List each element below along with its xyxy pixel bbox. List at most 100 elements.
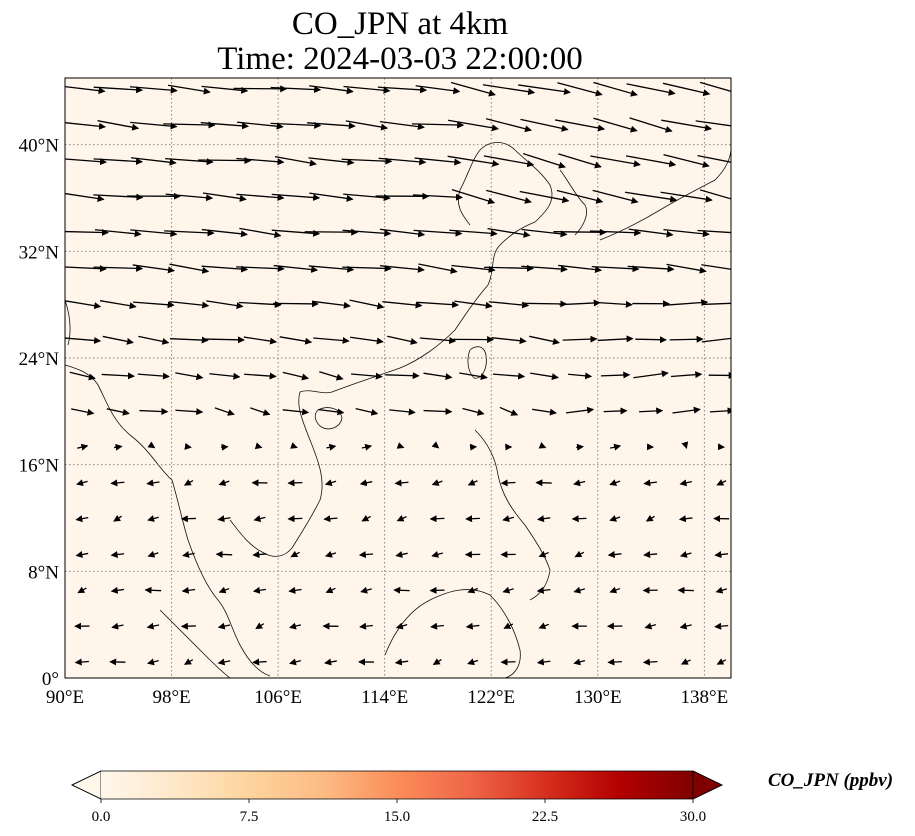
- lat-tick-label: 24°N: [19, 349, 60, 370]
- wind-arrow: [714, 551, 729, 559]
- wind-arrow: [182, 551, 195, 558]
- wind-arrow: [431, 441, 440, 449]
- wind-arrow: [65, 158, 107, 166]
- wind-arrow: [609, 586, 621, 594]
- gridlines: [65, 78, 731, 678]
- wind-arrow: [451, 188, 496, 205]
- wind-arrow: [459, 372, 488, 381]
- wind-arrow: [411, 121, 465, 129]
- wind-arrow: [324, 550, 337, 558]
- lon-tick-label: 138°E: [681, 687, 729, 708]
- wind-arrow: [93, 157, 144, 165]
- wind-arrow: [624, 191, 678, 203]
- coastline-indochina: [229, 390, 333, 557]
- wind-arrow: [681, 441, 689, 450]
- wind-arrow: [165, 193, 214, 202]
- wind-arrow: [562, 335, 598, 343]
- wind-arrow: [345, 120, 389, 131]
- wind-arrow: [146, 622, 160, 630]
- wind-arrow: [237, 121, 284, 130]
- chart-title-line2: Time: 2024-03-03 22:00:00: [217, 41, 583, 77]
- wind-arrow: [319, 371, 344, 381]
- wind-arrow: [429, 515, 445, 523]
- wind-arrow: [309, 85, 354, 95]
- wind-arrow: [697, 229, 731, 234]
- wind-vectors: [65, 81, 731, 666]
- wind-arrow: [395, 551, 408, 558]
- wind-arrow: [359, 622, 373, 630]
- wind-arrow: [325, 586, 336, 594]
- wind-arrow: [282, 408, 310, 416]
- wind-arrow: [75, 551, 89, 558]
- wind-arrow: [184, 658, 194, 665]
- colorbar-label: CO_JPN (ppbv): [768, 770, 894, 791]
- wind-arrow: [309, 192, 354, 202]
- wind-arrow: [200, 122, 250, 130]
- wind-arrow: [502, 515, 515, 522]
- wind-arrow: [701, 302, 731, 306]
- wind-arrow: [566, 406, 595, 414]
- wind-arrow: [574, 550, 585, 558]
- wind-arrow: [678, 515, 693, 523]
- wind-arrow: [625, 155, 677, 168]
- chart-title-line1: CO_JPN at 4km: [291, 6, 509, 42]
- wind-arrow: [147, 550, 159, 558]
- wind-arrow: [635, 336, 667, 344]
- wind-arrow: [536, 658, 551, 666]
- wind-arrow: [169, 263, 210, 274]
- coastline-philippines: [474, 429, 551, 601]
- wind-arrow: [164, 229, 215, 237]
- wind-arrow: [643, 551, 658, 559]
- wind-arrow: [462, 407, 485, 416]
- wind-arrow: [660, 191, 713, 203]
- wind-arrow: [593, 117, 638, 133]
- wind-arrow: [465, 622, 480, 630]
- wind-arrow: [255, 622, 265, 630]
- wind-arrow: [503, 622, 514, 629]
- wind-arrow: [465, 515, 480, 523]
- wind-arrow: [217, 515, 231, 523]
- wind-arrow: [701, 337, 731, 343]
- wind-arrow: [65, 122, 107, 130]
- wind-arrow: [679, 622, 692, 630]
- wind-arrow: [593, 81, 638, 97]
- wind-arrow: [413, 229, 463, 237]
- wind-arrow: [349, 336, 384, 345]
- wind-arrow: [65, 300, 102, 310]
- wind-arrow: [592, 189, 639, 204]
- wind-arrow: [202, 192, 247, 202]
- wind-arrow: [361, 514, 371, 522]
- wind-arrow: [252, 658, 267, 666]
- wind-arrow: [361, 443, 373, 451]
- wind-arrow: [538, 442, 547, 449]
- wind-arrow: [603, 407, 628, 415]
- wind-arrow: [385, 372, 420, 380]
- wind-arrow: [282, 371, 309, 381]
- wind-arrow: [163, 121, 216, 129]
- wind-arrow: [662, 82, 711, 97]
- wind-arrow: [609, 443, 622, 451]
- wind-arrow: [536, 586, 551, 594]
- lon-tick-label: 98°E: [152, 687, 190, 708]
- wind-arrow: [557, 82, 603, 97]
- wind-arrow: [138, 335, 170, 345]
- wind-arrow: [308, 157, 355, 166]
- wind-arrow: [521, 228, 568, 238]
- wind-arrow: [209, 372, 241, 380]
- wind-arrow: [701, 264, 731, 270]
- wind-arrow: [146, 479, 160, 487]
- wind-arrow: [273, 264, 319, 273]
- wind-arrow: [101, 372, 135, 380]
- wind-arrow: [607, 658, 622, 666]
- lat-tick-label: 40°N: [19, 136, 60, 157]
- wind-arrow: [488, 301, 530, 309]
- wind-arrow: [414, 157, 462, 166]
- wind-arrow: [571, 515, 587, 523]
- wind-arrow: [568, 372, 593, 380]
- wind-arrow: [521, 300, 568, 308]
- wind-arrow: [665, 299, 709, 307]
- wind-arrow: [313, 337, 350, 344]
- coastline-india-east: [65, 299, 71, 346]
- wind-arrow: [467, 479, 478, 486]
- wind-arrow: [318, 408, 345, 416]
